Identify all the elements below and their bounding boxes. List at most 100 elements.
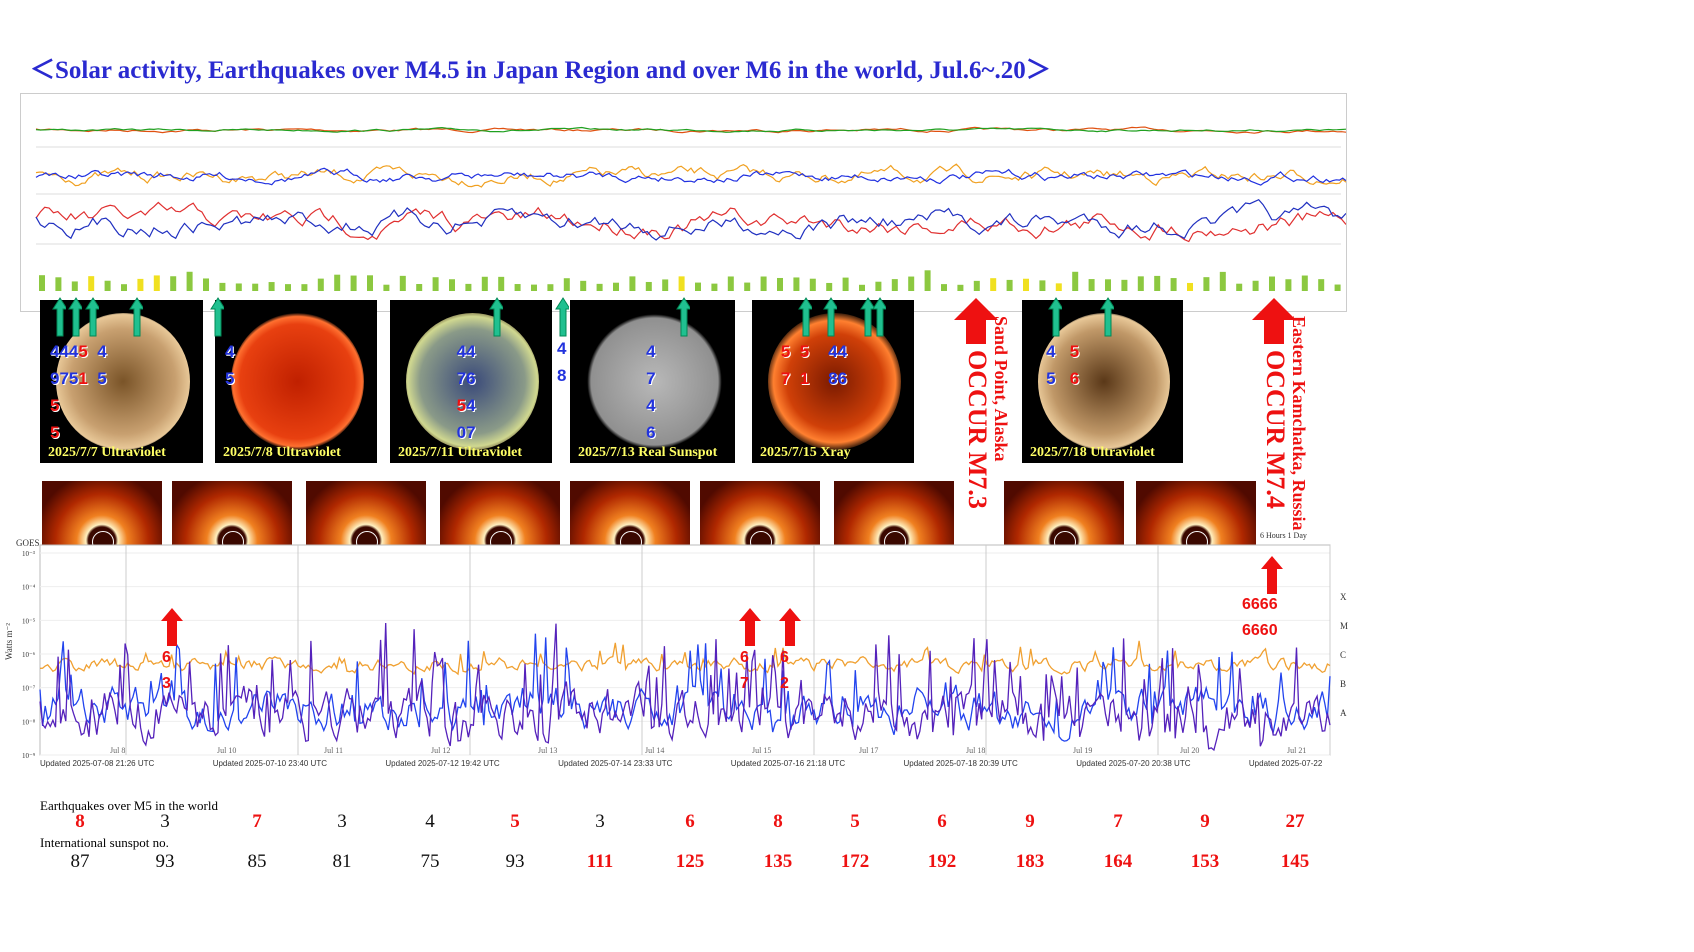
quake-count: 27: [1285, 811, 1305, 832]
magnitude-value: 5: [78, 342, 88, 361]
kp-index-bar: [449, 279, 455, 291]
magnitude-value: 76: [400, 369, 476, 388]
green-arrow-icon: [798, 297, 812, 337]
sunspot-number: 93: [155, 851, 175, 872]
magnetometer-line: [35, 201, 1346, 243]
sunspot-number: 85: [247, 851, 267, 872]
sun-image-caption: 2025/7/18 Ultraviolet: [1030, 445, 1155, 460]
updated-timestamp: Updated 2025-07-10 23:40 UTC: [212, 759, 327, 768]
flare-magnitude-label: 6 2: [780, 649, 789, 692]
kp-index-bar: [695, 282, 701, 291]
kp-index-bar: [613, 282, 619, 291]
magnitude-value: 07: [400, 423, 476, 442]
sunspot-number: 125: [675, 851, 705, 872]
kp-index-bar: [629, 276, 636, 291]
magnitude-value: 5: [50, 396, 60, 415]
kp-index-bar: [55, 277, 62, 291]
flare-class-label: C: [1340, 650, 1346, 660]
plot-area: [39, 544, 1331, 756]
quake-count: 6: [937, 811, 947, 832]
sun-image-caption: 2025/7/8 Ultraviolet: [223, 445, 341, 460]
x-tick-label: Jul 19: [1073, 746, 1092, 755]
updated-timestamp: Updated 2025-07-18 20:39 UTC: [903, 759, 1018, 768]
quake-count: 3: [160, 811, 170, 832]
kp-index-bar: [859, 284, 865, 291]
kp-index-bar: [596, 283, 603, 291]
flare-class-label: B: [1340, 679, 1346, 689]
flare-class-label: M: [1340, 621, 1348, 631]
kp-index-bar: [367, 275, 373, 291]
sun-image-caption: 2025/7/15 Xray: [760, 445, 851, 460]
kp-index-bar: [1301, 275, 1308, 291]
magnitude-value: 4: [87, 342, 107, 361]
magnitude-value: 5: [50, 423, 60, 442]
kp-index-bar: [432, 277, 439, 291]
kp-index-bar: [711, 283, 718, 291]
sun-disc: [406, 313, 540, 450]
x-tick-label: Jul 15: [752, 746, 771, 755]
kp-index-bar: [1072, 271, 1079, 291]
x-tick-label: Jul 21: [1287, 746, 1306, 755]
magnitude-value: 4: [580, 342, 656, 361]
event-occur-label: OCCUR M7.4: [1261, 350, 1290, 509]
goes-xray-chart: GOES Watts m⁻² 10⁻³ 10⁻⁴ 10⁻⁵ 10⁻⁶ 10⁻⁷ 10⁻⁸ 10⁻…: [4, 531, 1348, 760]
kp-index-bar: [219, 282, 226, 291]
goes-short-wavelength-line: [39, 633, 1331, 742]
kp-index-bar: [793, 277, 800, 291]
kp-index-bar: [662, 279, 669, 291]
kp-index-bar: [875, 281, 882, 291]
red-arrow-icon: [954, 298, 998, 344]
magnitude-labels: 5 5 44 7 1 86: [762, 338, 847, 392]
kp-index-bar: [350, 275, 357, 291]
quake-count: 6: [685, 811, 695, 832]
kp-index-bar: [153, 275, 160, 291]
sun-disc: [231, 313, 365, 450]
sun-image-caption: 2025/7/7 Ultraviolet: [48, 445, 166, 460]
updated-timestamp: Updated 2025-07-16 21:18 UTC: [730, 759, 846, 768]
kp-index-bar: [1269, 276, 1275, 291]
x-tick-label: Jul 14: [645, 746, 664, 755]
kp-index-bar: [908, 276, 915, 291]
chart-range-toolbar: 6 Hours 1 Day: [1260, 531, 1307, 540]
kp-index-bar: [744, 282, 751, 291]
kp-index-bar: [1154, 275, 1161, 291]
kp-index-bar: [1334, 284, 1341, 291]
x-tick-label: Jul 10: [217, 746, 236, 755]
kp-index-bar: [1187, 282, 1193, 291]
kp-index-bar: [104, 280, 111, 291]
quake-count: 5: [510, 811, 520, 832]
sunspot-number: 75: [420, 851, 440, 872]
quake-count: 3: [595, 811, 605, 832]
kp-index-bar: [416, 284, 423, 291]
quake-count: 8: [75, 811, 85, 832]
red-arrow-icon: [739, 608, 761, 646]
kp-index-bar: [1285, 279, 1292, 291]
updated-timestamp: Updated 2025-07-14 23:33 UTC: [558, 759, 673, 768]
sunspot-number: 164: [1103, 851, 1133, 872]
sunspot-number: 87: [70, 851, 90, 872]
y-tick-label: 10⁻⁵: [22, 617, 36, 625]
y-tick-label: 10⁻⁷: [22, 685, 36, 693]
event-place-label: Eastern Kamchatka, Russia: [1289, 316, 1309, 531]
green-arrow-icon: [860, 297, 874, 337]
kp-index-bar: [514, 284, 521, 291]
quake-count: 7: [1113, 811, 1123, 832]
updated-timestamp: Updated 2025-07-20 20:38 UTC: [1076, 759, 1191, 768]
magnitude-value: 4: [466, 396, 476, 415]
kp-index-bar: [1105, 279, 1111, 291]
magnitude-value: 6: [1069, 369, 1080, 388]
kp-index-bar: [235, 283, 242, 291]
magnitude-labels: 4 5 5 6: [1032, 338, 1079, 392]
kp-index-bar: [1318, 279, 1325, 291]
updated-timestamp: Updated 2025-07-22: [1248, 759, 1323, 768]
magnitude-label: 4 8: [557, 339, 567, 385]
green-arrow-icon: [129, 297, 143, 337]
kp-index-bar: [252, 283, 259, 291]
magnitude-value: 444: [50, 342, 79, 361]
green-arrow-icon: [1100, 297, 1114, 337]
kp-index-bar: [268, 282, 275, 291]
sunspot-number: 81: [332, 851, 352, 872]
magnitude-value: 5: [1032, 369, 1070, 388]
